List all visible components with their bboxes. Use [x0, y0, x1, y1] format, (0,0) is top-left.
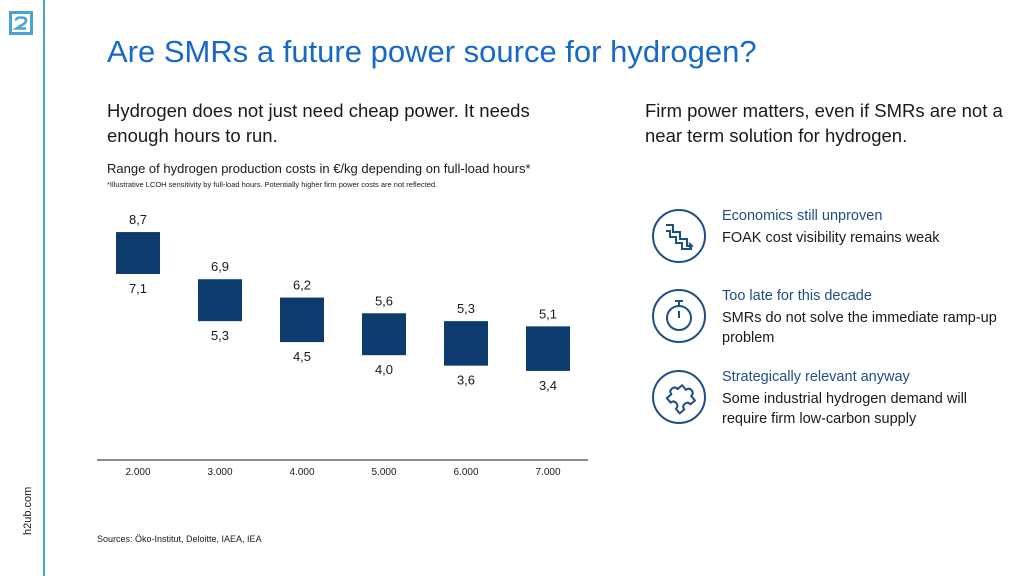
chart-title: Range of hydrogen production costs in €/…: [107, 161, 531, 176]
x-tick-label: 6.000: [453, 467, 478, 478]
low-value-label: 5,3: [211, 328, 229, 343]
point-heading: Too late for this decade: [722, 288, 872, 304]
right-subtitle: Firm power matters, even if SMRs are not…: [645, 100, 1003, 146]
x-tick-label: 7.000: [535, 467, 560, 478]
declining-steps-icon: [651, 208, 707, 264]
low-value-label: 7,1: [129, 281, 147, 296]
page-title: Are SMRs a future power source for hydro…: [107, 34, 757, 69]
x-tick-label: 3.000: [207, 467, 232, 478]
high-value-label: 6,2: [293, 278, 311, 293]
point-economics: Economics still unproven FOAK cost visib…: [651, 208, 1011, 268]
sidebar-divider: [43, 0, 45, 576]
point-body: FOAK cost visibility remains weak: [722, 230, 940, 246]
point-body: SMRs do not solve the immediate ramp-up …: [722, 310, 997, 346]
point-body: Some industrial hydrogen demand will req…: [722, 391, 968, 427]
point-timing: Too late for this decade SMRs do not sol…: [651, 288, 1011, 348]
range-bar: [280, 297, 324, 343]
chart-footnote: *Illustrative LCOH sensitivity by full-l…: [107, 180, 438, 189]
stopwatch-icon: [651, 288, 707, 344]
x-tick-label: 5.000: [371, 467, 396, 478]
x-tick-label: 4.000: [289, 467, 314, 478]
left-subtitle: Hydrogen does not just need cheap power.…: [107, 100, 530, 146]
point-strategy: Strategically relevant anyway Some indus…: [651, 369, 1011, 429]
high-value-label: 5,3: [457, 301, 475, 316]
puzzle-icon: [651, 369, 707, 425]
low-value-label: 4,5: [293, 349, 311, 364]
high-value-label: 8,7: [129, 212, 147, 227]
sources-note: Sources: Öko-Institut, Deloitte, IAEA, I…: [97, 534, 262, 544]
range-bar: [444, 321, 488, 366]
range-bar: [116, 232, 160, 274]
low-value-label: 3,4: [539, 378, 557, 393]
range-bar: [198, 279, 242, 322]
x-tick-label: 2.000: [125, 467, 150, 478]
high-value-label: 6,9: [211, 259, 229, 274]
low-value-label: 3,6: [457, 373, 475, 388]
point-heading: Strategically relevant anyway: [722, 369, 910, 385]
low-value-label: 4,0: [375, 362, 393, 377]
high-value-label: 5,6: [375, 293, 393, 308]
range-bar: [526, 326, 570, 371]
point-heading: Economics still unproven: [722, 208, 883, 224]
high-value-label: 5,1: [539, 306, 557, 321]
h2ub-logo: [9, 11, 33, 35]
range-bar: [362, 313, 406, 356]
